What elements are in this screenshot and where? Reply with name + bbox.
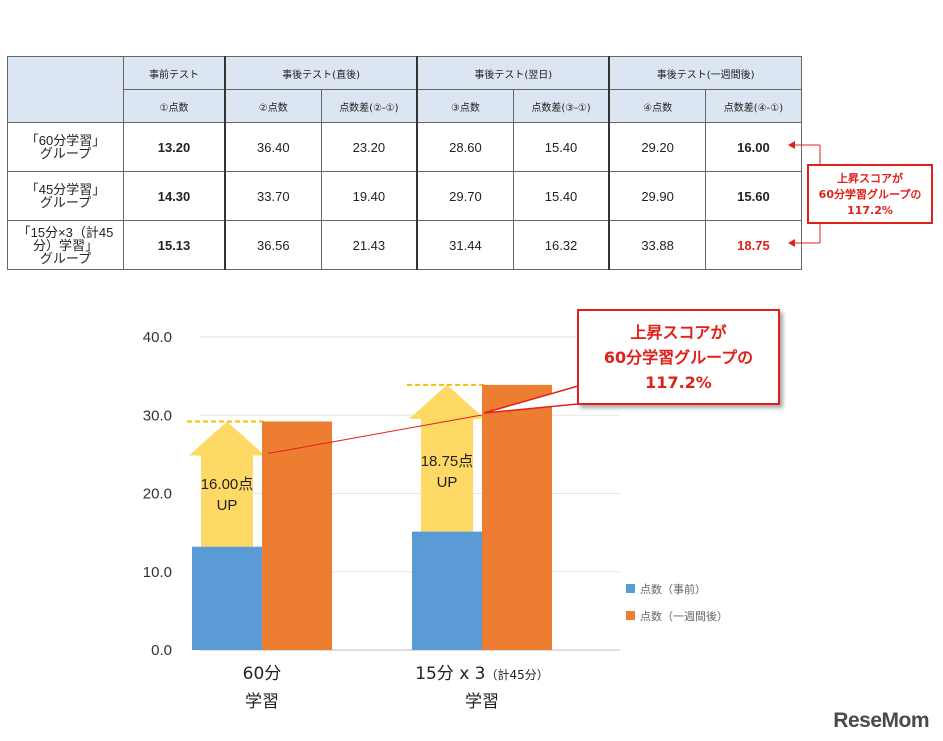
table-cell-highlight: 18.75	[704, 220, 803, 270]
header-post-immediate: 事後テスト(直後)	[223, 56, 418, 90]
table-cell: 33.88	[608, 220, 706, 270]
group-label-line2: グループ	[39, 250, 92, 266]
bar-post	[262, 421, 332, 650]
increase-label-value: 16.00点	[201, 476, 254, 493]
table-cell: 36.40	[223, 122, 322, 172]
header-row-columns: ①点数 ②点数 点数差(②-①) ③点数 点数差(③-①) ④点数 点数差(④-…	[8, 89, 803, 123]
callout-small-line3: 117.2%	[847, 204, 893, 217]
callout-big: 上昇スコアが 60分学習グループの 117.2%	[577, 309, 780, 405]
callout-big-line3: 117.2%	[645, 373, 712, 392]
table-cell: 33.70	[223, 171, 322, 221]
y-tick-label: 30.0	[143, 407, 172, 424]
y-tick-label: 40.0	[143, 329, 172, 346]
subheader-cell: 点数差(②-①)	[320, 89, 418, 123]
bar-pre	[192, 546, 262, 650]
callout-big-line1: 上昇スコアが	[630, 323, 727, 342]
table-cell: 28.60	[416, 122, 514, 172]
legend-swatch	[626, 584, 635, 593]
callout-link-line	[267, 414, 483, 455]
header-row-groups: 事前テスト 事後テスト(直後) 事後テスト(翌日) 事後テスト(一週間後)	[7, 56, 803, 123]
category-labels: 60分学習 15分 x 3（計45分） 学習	[243, 664, 549, 712]
y-tick-label: 0.0	[151, 642, 172, 659]
category-label-line2: 学習	[465, 692, 499, 712]
increase-label-up: UP	[437, 474, 458, 491]
y-tick-label: 20.0	[143, 486, 172, 503]
group-label-line1: 「45分学習」	[25, 182, 106, 197]
header-blank-cell	[7, 56, 124, 123]
legend-swatch	[626, 611, 635, 620]
increase-arrow	[409, 384, 485, 532]
subheader-cell: ①点数	[123, 89, 226, 123]
table-cell: 16.32	[512, 220, 610, 270]
legend: 点数（事前） 点数（一週間後）	[626, 582, 728, 623]
category-label-line1: 60分	[243, 664, 282, 684]
table-cell: 21.43	[320, 220, 418, 270]
table-cell: 29.20	[608, 122, 706, 172]
group-label-line2: グループ	[39, 146, 92, 161]
score-table: 事前テスト 事後テスト(直後) 事後テスト(翌日) 事後テスト(一週間後) ①点…	[7, 56, 803, 270]
callout-small-line2: 60分学習グループの	[818, 188, 922, 201]
resemom-logo: ReseMom	[833, 709, 929, 732]
header-post-week: 事後テスト(一週間後)	[608, 56, 803, 90]
table-cell: 15.40	[512, 122, 610, 172]
callout-small: 上昇スコアが 60分学習グループの 117.2%	[807, 164, 933, 224]
header-post-nextday: 事後テスト(翌日)	[416, 56, 610, 90]
subheader-cell: 点数差(④-①)	[704, 89, 803, 123]
legend-label: 点数（一週間後）	[640, 609, 728, 623]
y-axis-ticks: 0.0 10.0 20.0 30.0 40.0	[143, 329, 172, 659]
table-cell: 15.13	[123, 220, 226, 270]
legend-label: 点数（事前）	[640, 582, 706, 596]
table-row: 「45分学習」 グループ 14.30 33.70 19.40 29.70 15.4…	[7, 171, 803, 221]
table-cell: 13.20	[123, 122, 226, 172]
y-tick-label: 10.0	[143, 564, 172, 581]
increase-arrow	[189, 421, 265, 547]
table-cell: 16.00	[704, 122, 803, 172]
table-cell: 31.44	[416, 220, 514, 270]
callout-small-line1: 上昇スコアが	[837, 172, 903, 185]
connector-arrowhead-top	[788, 141, 795, 149]
category-label-line1: 15分 x 3（計45分）	[415, 664, 549, 684]
bar-post	[482, 384, 552, 650]
group-label-line1: 「15分×3（計45分）学習」	[17, 224, 114, 253]
table-cell: 15.40	[512, 171, 610, 221]
group-label: 「60分学習」 グループ	[7, 122, 124, 172]
table-row: 「60分学習」 グループ 13.20 36.40 23.20 28.60 15.4…	[7, 122, 803, 172]
table-cell: 36.56	[223, 220, 322, 270]
group-label-line1: 「60分学習」	[25, 133, 106, 148]
table-cell: 29.70	[416, 171, 514, 221]
group-label-line2: グループ	[39, 195, 92, 210]
bars	[192, 384, 552, 650]
table-cell: 29.90	[608, 171, 706, 221]
subheader-cell: ④点数	[608, 89, 706, 123]
table-connector	[788, 141, 821, 247]
category-label-line2: 学習	[245, 692, 279, 712]
group-label: 「15分×3（計45分）学習」 グループ	[7, 220, 124, 270]
increase-arrows: 16.00点 UP 18.75点 UP	[187, 383, 485, 547]
table-row: 「15分×3（計45分）学習」 グループ 15.13 36.56 21.43 31…	[7, 220, 803, 270]
callout-big-line2: 60分学習グループの	[603, 348, 754, 367]
increase-label-up: UP	[217, 497, 238, 514]
bar-pre	[412, 531, 482, 650]
category-label-note: （計45分）	[486, 667, 549, 682]
connector-arrowhead-bottom	[788, 239, 795, 247]
increase-label-value: 18.75点	[421, 453, 474, 470]
table-cell: 14.30	[123, 171, 226, 221]
